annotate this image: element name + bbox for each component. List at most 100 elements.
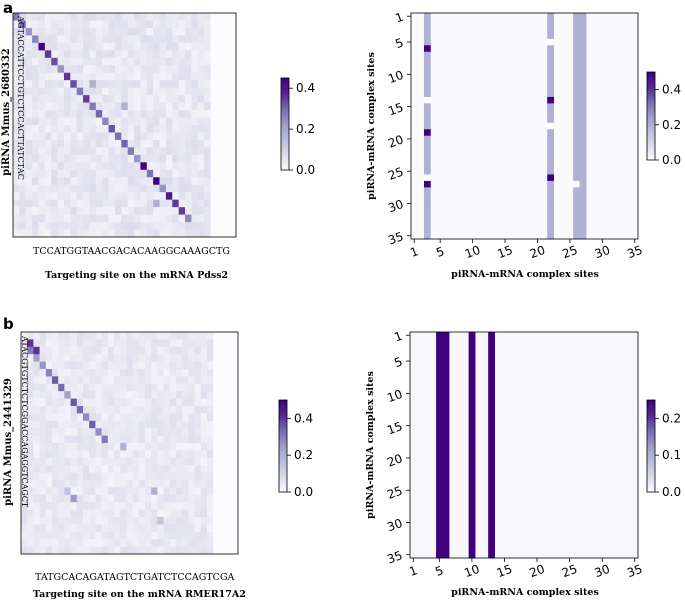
heatmap-cell — [191, 117, 199, 126]
heatmap-cell — [89, 80, 97, 88]
heatmap-cell — [159, 117, 167, 126]
heatmap-cell — [132, 494, 140, 503]
complex-cell — [579, 167, 587, 175]
heatmap-cell — [70, 391, 78, 399]
heatmap-cell — [27, 487, 34, 496]
heatmap-cell — [219, 517, 226, 525]
heatmap-cell — [185, 125, 192, 133]
heatmap-cell — [231, 443, 239, 451]
heatmap-cell — [165, 65, 173, 74]
heatmap-cell — [120, 383, 127, 392]
heatmap-cell — [108, 229, 116, 238]
complex-cell — [423, 13, 431, 20]
heatmap-cell — [121, 42, 128, 51]
heatmap-cell — [83, 214, 90, 223]
heatmap-cell — [63, 214, 71, 223]
heatmap-cell — [151, 398, 158, 407]
heatmap-cell — [21, 539, 28, 547]
heatmap-cell — [45, 435, 53, 444]
heatmap-cell — [57, 207, 65, 215]
heatmap-cell — [44, 222, 52, 230]
heatmap-cell — [38, 214, 46, 223]
heatmap-cell — [197, 80, 205, 88]
heatmap-cell — [57, 95, 65, 103]
heatmap-cell — [102, 20, 109, 29]
heatmap-cell — [191, 80, 199, 88]
heatmap-cell — [191, 110, 199, 118]
heatmap-cell — [27, 413, 34, 422]
heatmap-cell — [197, 184, 205, 193]
heatmap-cell — [138, 487, 146, 496]
heatmap-cell — [191, 87, 199, 96]
heatmap-cell — [76, 391, 84, 399]
heatmap-cell — [70, 139, 78, 148]
heatmap-cell — [39, 546, 47, 555]
heatmap-cell — [33, 391, 40, 399]
complex-cell — [468, 545, 476, 552]
heatmap-cell — [219, 354, 226, 362]
heatmap-cell — [38, 57, 46, 66]
heatmap-cell — [134, 80, 141, 88]
heatmap-cell — [76, 192, 84, 200]
heatmap-cell — [145, 539, 152, 547]
complex-cell — [442, 396, 450, 404]
heatmap-cell — [108, 184, 116, 193]
heatmap-cell — [102, 117, 109, 126]
heatmap-cell — [159, 139, 167, 148]
heatmap-cell — [45, 406, 53, 414]
heatmap-cell — [213, 391, 220, 399]
heatmap-cell — [132, 406, 140, 414]
heatmap-cell — [114, 65, 122, 74]
heatmap-cell — [89, 169, 97, 178]
heatmap-cell — [38, 27, 46, 36]
heatmap-cell — [121, 95, 128, 103]
heatmap-cell — [159, 72, 167, 81]
heatmap-cell — [121, 65, 128, 74]
heatmap-cell — [121, 80, 128, 88]
heatmap-a-ylabel: piRNA Mmus_2680332 — [1, 48, 12, 176]
heatmap-cell — [182, 443, 189, 451]
complex-cell — [579, 32, 587, 40]
heatmap-cell — [64, 369, 71, 377]
heatmap-cell — [138, 361, 146, 370]
heatmap-cell — [223, 154, 230, 163]
heatmap-cell — [126, 443, 133, 451]
heatmap-cell — [210, 147, 218, 156]
heatmap-cell — [146, 95, 154, 103]
heatmap-cell — [225, 517, 233, 525]
complex-cell — [468, 519, 476, 527]
heatmap-cell — [107, 517, 115, 525]
heatmap-cell — [33, 531, 40, 540]
heatmap-cell — [45, 450, 53, 459]
heatmap-cell — [120, 487, 127, 496]
heatmap-cell — [95, 20, 103, 29]
heatmap-cell — [140, 192, 148, 200]
heatmap-cell — [132, 413, 140, 422]
heatmap-cell — [219, 428, 226, 436]
heatmap-cell — [213, 406, 220, 414]
heatmap-cell — [107, 398, 115, 407]
complex-cell — [436, 493, 443, 501]
heatmap-cell — [89, 487, 96, 496]
heatmap-b-xlabel: Targeting site on the mRNA RMER17A2 — [33, 589, 246, 600]
heatmap-cell — [108, 110, 116, 118]
heatmap-cell — [165, 50, 173, 59]
heatmap-cell — [64, 428, 71, 436]
heatmap-cell — [159, 95, 167, 103]
heatmap-cell — [64, 494, 71, 503]
heatmap-cell — [83, 509, 90, 518]
x-tick-label: 1 — [408, 244, 420, 260]
heatmap-cell — [27, 443, 34, 451]
heatmap-cell — [216, 207, 224, 215]
complex-cell — [573, 13, 580, 20]
heatmap-cell — [39, 531, 47, 540]
heatmap-cell — [44, 65, 52, 74]
heatmap-cell — [58, 361, 65, 370]
heatmap-cell — [165, 80, 173, 88]
heatmap-cell — [157, 391, 164, 399]
heatmap-cell — [83, 50, 90, 59]
heatmap-cell — [25, 125, 33, 133]
heatmap-cell — [169, 346, 177, 355]
complex-cell — [488, 545, 495, 552]
